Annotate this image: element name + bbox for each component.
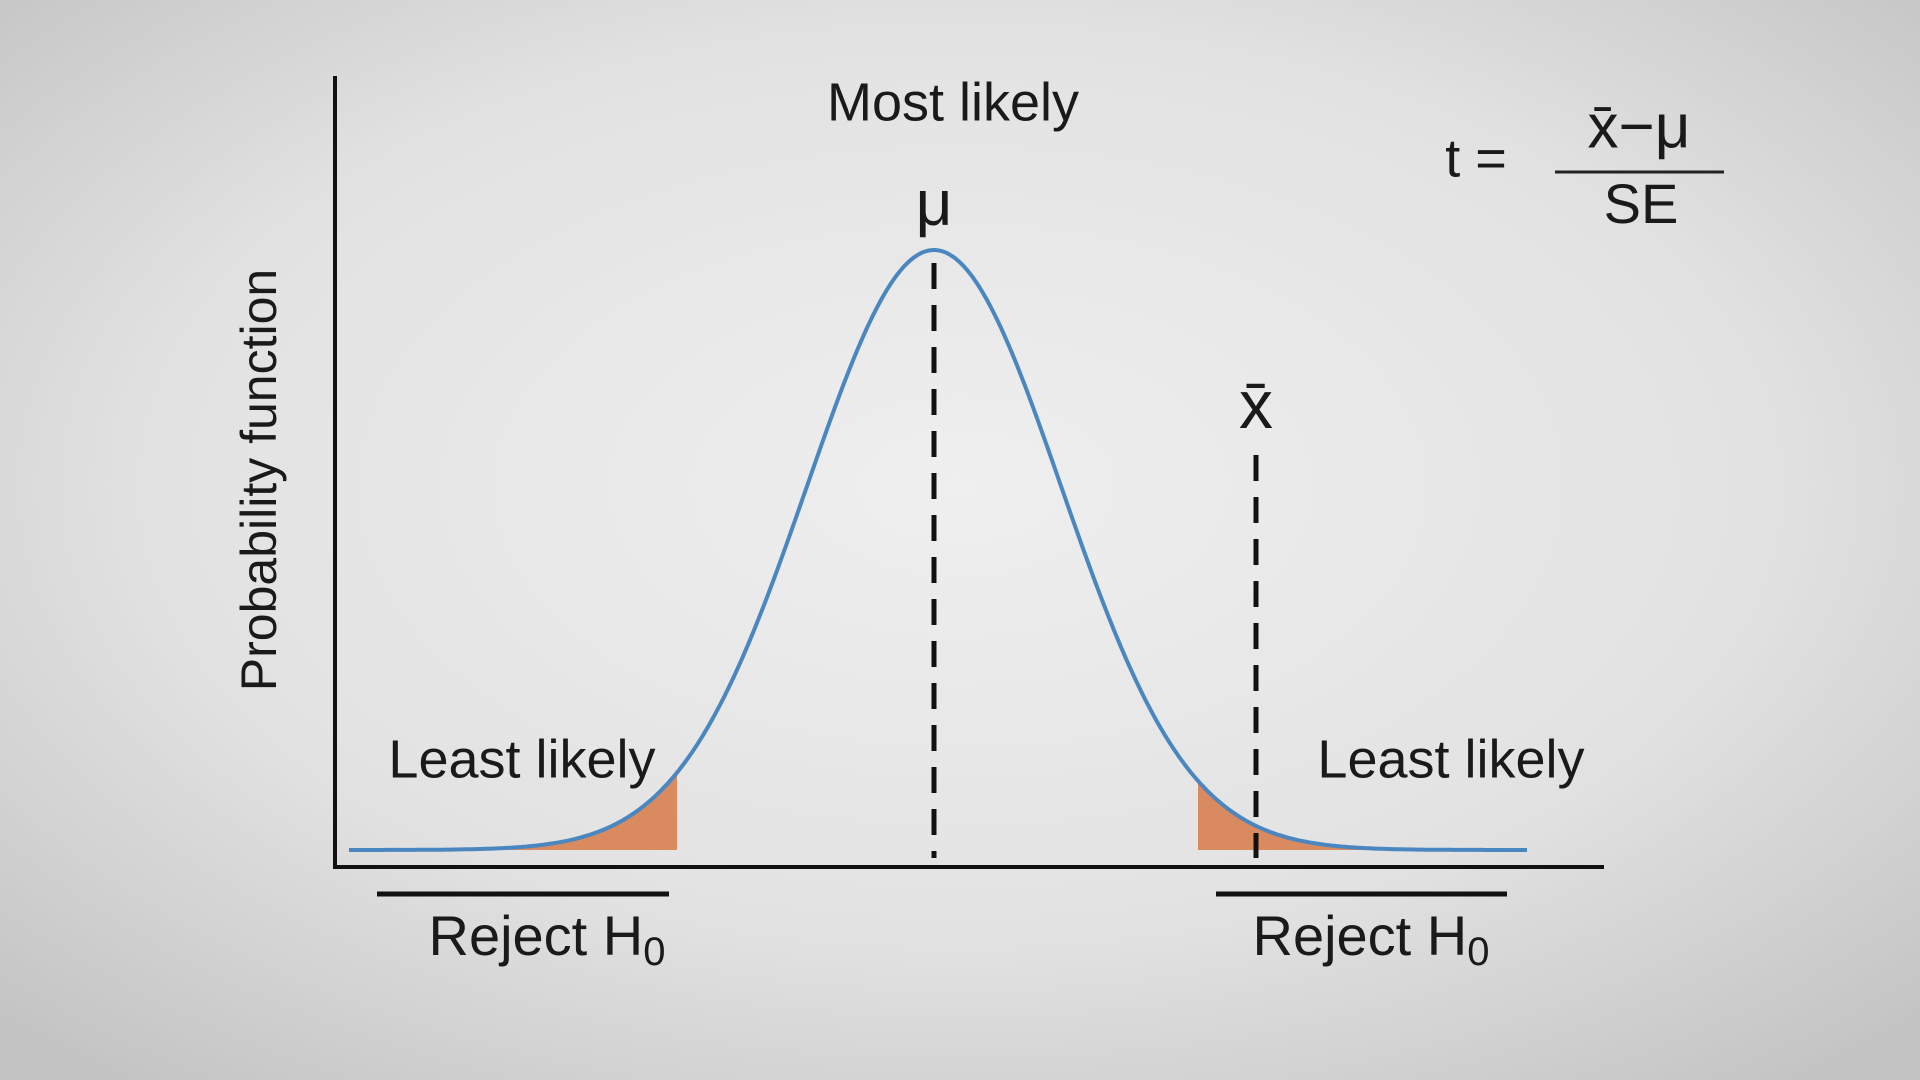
reject-text: Reject H — [1253, 904, 1468, 967]
formula-numerator: x̄−μ — [1588, 92, 1691, 161]
reject-label: Reject H0 — [429, 904, 666, 974]
curve-layer — [349, 248, 1528, 852]
mean-symbol: μ — [916, 167, 953, 239]
formula-lhs: t = — [1445, 128, 1507, 188]
sample-mean-symbol: x̄ — [1239, 367, 1273, 443]
reject-subscript: 0 — [1467, 930, 1489, 974]
formula-denominator: SE — [1604, 172, 1679, 235]
reject-subscript: 0 — [643, 930, 665, 974]
tail-label: Least likely — [1317, 729, 1584, 789]
tail-label: Least likely — [388, 729, 655, 789]
rejection-area — [349, 772, 677, 850]
y-axis-label: Probability function — [231, 269, 287, 691]
rejection-area — [1198, 780, 1528, 850]
reject-label: Reject H0 — [1253, 904, 1490, 974]
distribution-curve — [349, 248, 1527, 852]
top-label: Most likely — [827, 72, 1079, 132]
reject-text: Reject H — [429, 904, 644, 967]
